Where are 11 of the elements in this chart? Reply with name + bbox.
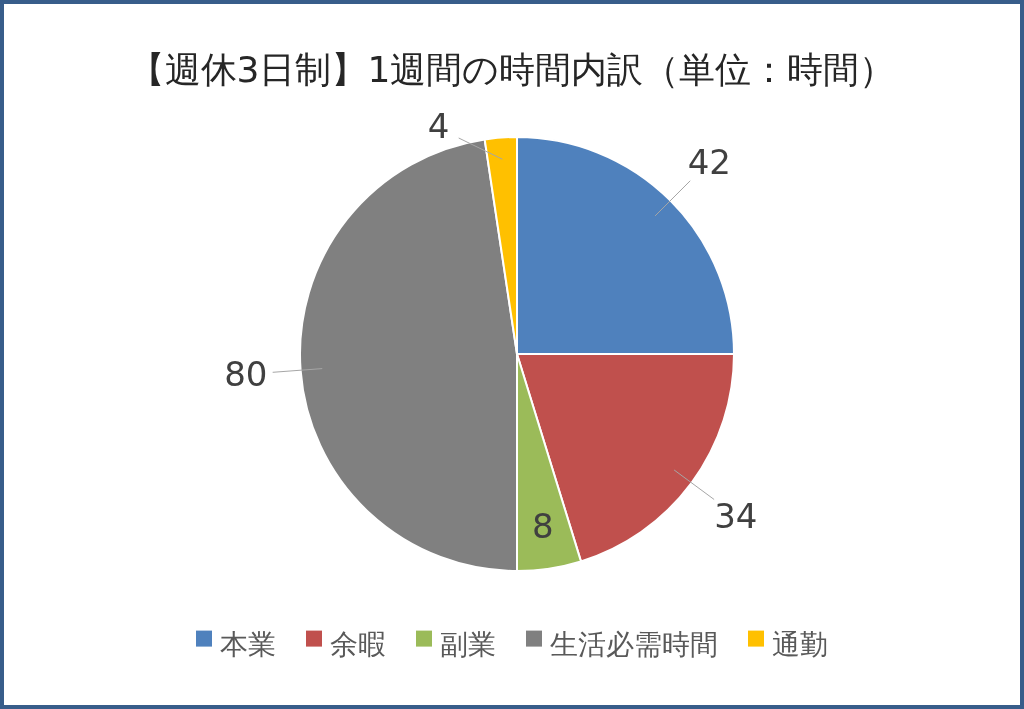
data-label: 34 [714, 495, 758, 536]
chart-title: 【週休3日制】1週間の時間内訳（単位：時間） [128, 49, 896, 90]
legend-label: 副業 [440, 628, 496, 661]
legend-label: 本業 [220, 628, 276, 661]
legend-label: 余暇 [330, 628, 386, 661]
data-label: 80 [224, 354, 268, 395]
legend-label: 生活必需時間 [550, 628, 718, 661]
data-label: 4 [427, 106, 450, 146]
data-label: 42 [687, 141, 731, 182]
legend-label: 通勤 [772, 628, 828, 661]
data-label: 8 [532, 505, 554, 546]
